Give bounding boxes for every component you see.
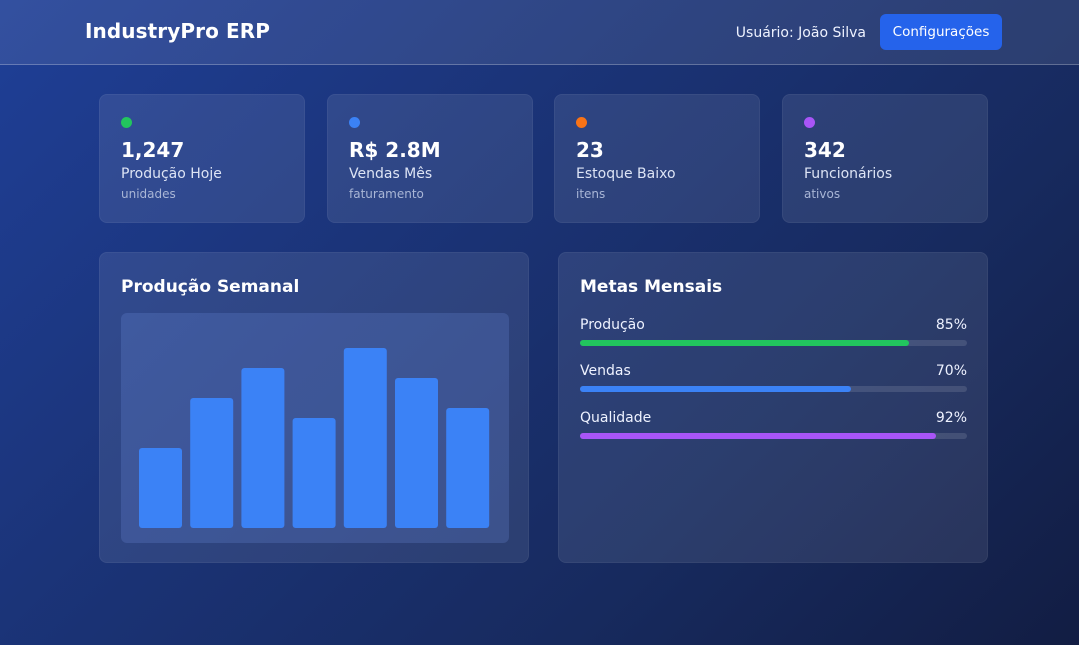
status-dot-icon: [804, 117, 815, 128]
stat-card-employees: 342 Funcionários ativos: [782, 94, 988, 223]
progress-fill: [580, 433, 937, 439]
bar-chart: [139, 348, 490, 528]
stat-sub: unidades: [121, 187, 176, 201]
stat-value: 23: [576, 138, 604, 162]
goal-name: Produção: [580, 317, 645, 333]
stat-value: 1,247: [121, 138, 185, 162]
weekly-production-panel: Produção Semanal: [99, 252, 529, 563]
progress-track: [580, 386, 967, 392]
progress-track: [580, 340, 967, 346]
chart-bar-2: [190, 398, 234, 528]
monthly-goals-panel: Metas Mensais Produção 85% Vendas 70% Qu…: [558, 252, 988, 563]
panel-title: Produção Semanal: [121, 277, 300, 297]
goal-name: Vendas: [580, 363, 631, 379]
production-chart: [121, 313, 509, 543]
chart-bar-1: [139, 448, 182, 528]
progress-fill: [580, 340, 909, 346]
stat-label: Funcionários: [804, 166, 893, 182]
stat-sub: ativos: [804, 187, 841, 201]
stat-label: Vendas Mês: [349, 166, 433, 182]
stat-sub: itens: [576, 187, 606, 201]
stat-card-low-stock: 23 Estoque Baixo itens: [554, 94, 760, 223]
panel-title: Metas Mensais: [580, 277, 723, 297]
chart-bar-7: [446, 408, 490, 528]
status-dot-icon: [121, 117, 132, 128]
stat-label: Estoque Baixo: [576, 166, 676, 182]
chart-bar-3: [241, 368, 285, 528]
user-label: Usuário: João Silva: [735, 25, 866, 41]
chart-bar-6: [395, 378, 438, 528]
stat-card-production: 1,247 Produção Hoje unidades: [99, 94, 305, 223]
goal-percent: 85%: [935, 317, 967, 333]
stat-card-sales: R$ 2.8M Vendas Mês faturamento: [327, 94, 533, 223]
stat-value: 342: [804, 138, 846, 162]
progress-track: [580, 433, 967, 439]
goal-percent: 92%: [935, 410, 967, 426]
goal-name: Qualidade: [580, 410, 652, 426]
stat-label: Produção Hoje: [121, 166, 222, 182]
chart-bar-5: [343, 348, 387, 528]
settings-button[interactable]: Configurações: [880, 14, 1002, 50]
status-dot-icon: [576, 117, 587, 128]
status-dot-icon: [349, 117, 360, 128]
progress-fill: [580, 386, 851, 392]
app-title: IndustryPro ERP: [85, 19, 271, 43]
chart-bar-4: [292, 418, 336, 528]
stat-value: R$ 2.8M: [349, 138, 441, 162]
stat-sub: faturamento: [349, 187, 424, 201]
top-bar: IndustryPro ERP Usuário: João Silva Conf…: [0, 0, 1079, 65]
goal-percent: 70%: [935, 363, 967, 379]
